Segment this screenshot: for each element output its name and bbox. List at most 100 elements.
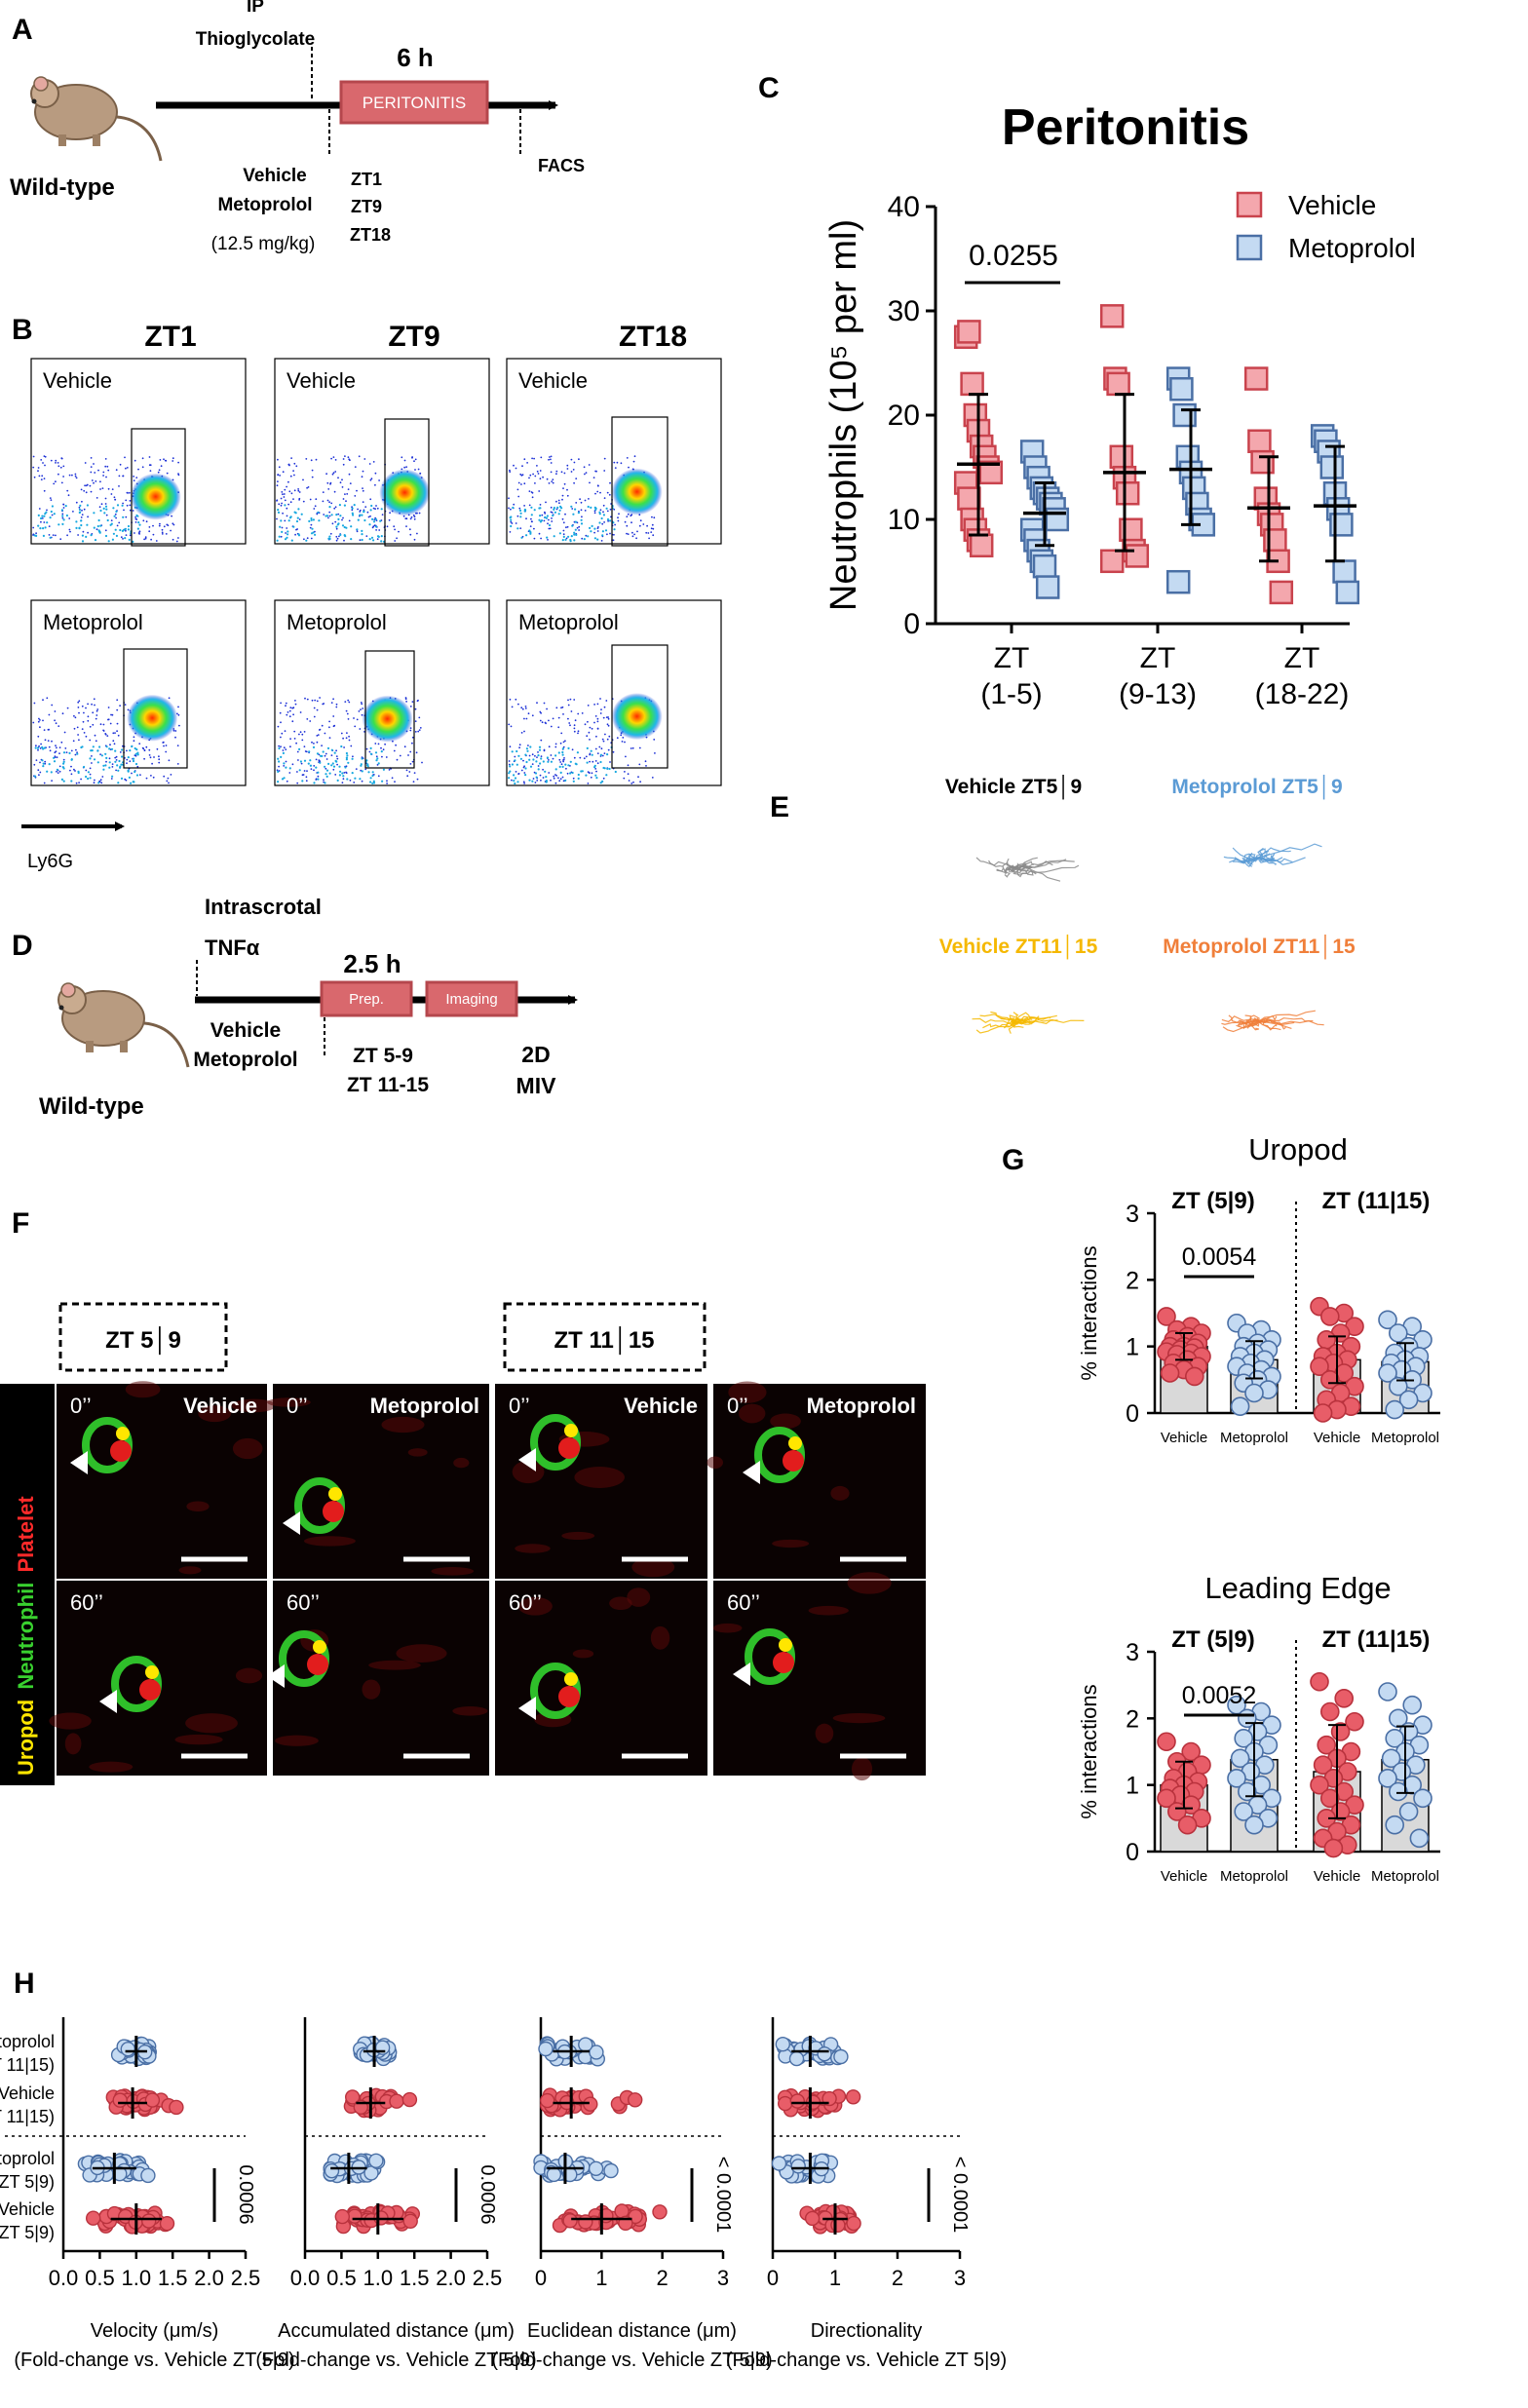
- flow-event: [360, 708, 362, 710]
- flow-event: [594, 774, 597, 777]
- flow-event: [282, 751, 285, 755]
- flow-event: [351, 507, 354, 510]
- flow-event: [343, 504, 346, 507]
- flow-event: [375, 505, 377, 507]
- flow-event: [594, 508, 597, 512]
- flow-event: [292, 713, 294, 716]
- flow-event: [562, 760, 564, 763]
- flow-event: [278, 466, 281, 469]
- flow-event: [70, 749, 73, 752]
- flow-event: [345, 709, 348, 712]
- flow-event: [55, 534, 57, 537]
- flow-event: [309, 764, 313, 767]
- flow-event: [90, 534, 93, 537]
- h-data-point: [538, 2041, 554, 2057]
- flow-event: [360, 769, 363, 772]
- flow-event: [558, 780, 561, 783]
- flow-event: [33, 702, 36, 705]
- flow-event: [596, 728, 599, 730]
- flow-event: [520, 707, 523, 709]
- flow-event: [596, 527, 599, 529]
- cell-track: [1003, 1017, 1014, 1029]
- flow-event: [60, 481, 63, 484]
- flow-event: [608, 493, 611, 496]
- flow-event: [571, 524, 574, 527]
- flow-event: [508, 497, 510, 500]
- flow-event: [149, 464, 152, 467]
- flow-event: [547, 539, 549, 541]
- arrowhead-icon: [518, 1697, 536, 1720]
- flow-event: [96, 528, 98, 531]
- flow-event: [529, 474, 532, 477]
- flow-event: [570, 458, 573, 461]
- flow-event: [557, 716, 560, 719]
- flow-event: [335, 706, 338, 708]
- flow-event: [525, 760, 528, 764]
- flow-event: [100, 503, 103, 506]
- flow-event: [531, 780, 534, 783]
- flow-event: [135, 774, 139, 777]
- flow-event: [107, 469, 110, 472]
- flow-event: [374, 517, 377, 521]
- flow-event: [287, 480, 289, 483]
- flow-event: [55, 459, 57, 462]
- flow-event: [536, 780, 539, 782]
- legend-swatch-vehicle: [1236, 191, 1263, 218]
- flow-event: [328, 501, 330, 504]
- flow-event: [307, 762, 310, 765]
- flow-event: [593, 764, 596, 767]
- flow-event: [531, 714, 534, 717]
- flow-event: [127, 528, 130, 531]
- flow-event: [50, 510, 53, 514]
- flow-event: [56, 768, 59, 771]
- h-data-point: [546, 2166, 562, 2183]
- flow-event: [111, 713, 114, 716]
- flow-event: [374, 472, 377, 475]
- flow-event: [515, 698, 517, 701]
- flow-event: [347, 699, 350, 702]
- flow-event: [53, 513, 56, 516]
- flow-event: [87, 715, 90, 718]
- flow-event: [99, 753, 101, 755]
- g-data-point: [1378, 1310, 1397, 1330]
- c-x-tick-label: ZT: [1284, 642, 1320, 674]
- flow-event: [39, 747, 42, 749]
- flow-event: [96, 749, 99, 752]
- flow-event: [42, 765, 45, 768]
- flow-event: [311, 699, 314, 702]
- flow-event: [277, 781, 280, 784]
- flow-event: [33, 763, 36, 766]
- flow-event: [351, 509, 354, 512]
- flow-event: [115, 516, 117, 519]
- flow-event: [529, 745, 532, 748]
- flow-event: [589, 739, 591, 741]
- flow-event: [391, 777, 394, 780]
- tissue-signal: [512, 1460, 545, 1484]
- flow-event: [536, 702, 538, 705]
- flow-event: [536, 465, 538, 467]
- flow-event: [359, 514, 362, 516]
- flow-event: [554, 745, 557, 748]
- flow-event: [638, 524, 641, 527]
- tissue-signal: [631, 1557, 675, 1578]
- flow-event: [332, 456, 335, 458]
- flow-event: [413, 538, 416, 541]
- g-x-tick-label: Vehicle: [1314, 1430, 1360, 1446]
- flow-event: [290, 457, 292, 459]
- flow-event: [73, 714, 75, 717]
- flow-event: [550, 458, 552, 461]
- flow-event: [403, 745, 406, 748]
- flow-event: [121, 529, 124, 533]
- flow-event: [333, 507, 336, 510]
- panel-letter-g: G: [1002, 1144, 1024, 1176]
- flow-event: [331, 762, 334, 765]
- flow-event: [74, 716, 77, 719]
- flow-event: [613, 461, 616, 464]
- flow-event: [136, 765, 139, 768]
- flow-event: [61, 515, 64, 517]
- flow-event: [323, 514, 325, 516]
- flow-event: [62, 780, 65, 783]
- flow-event: [565, 537, 568, 540]
- flow-event: [409, 763, 412, 765]
- h-x-tick-label: 0.5: [85, 2266, 115, 2290]
